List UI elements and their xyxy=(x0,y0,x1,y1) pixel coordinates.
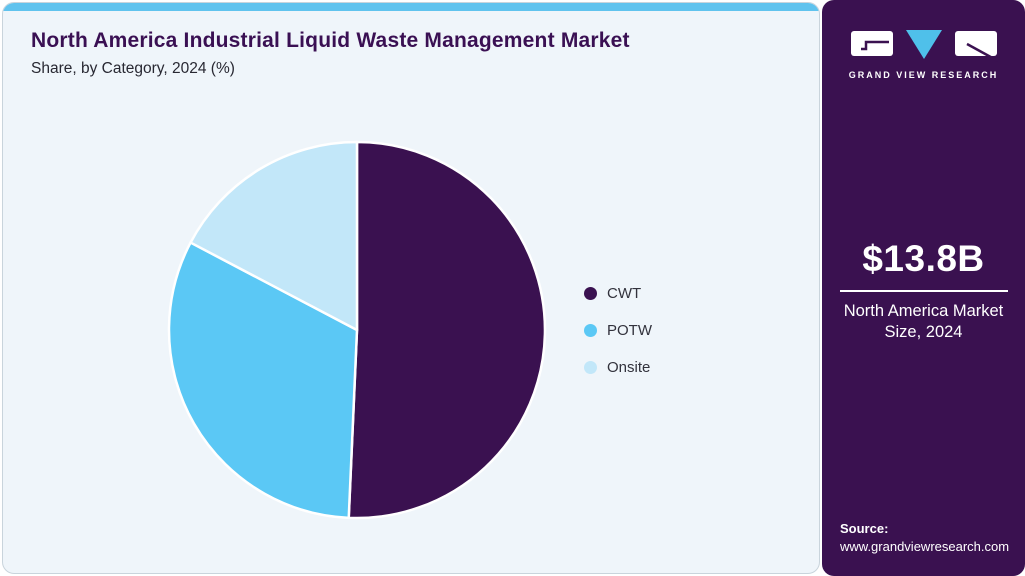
chart-header: North America Industrial Liquid Waste Ma… xyxy=(31,29,630,78)
market-size-label: North America Market Size, 2024 xyxy=(843,302,1004,341)
pie-slice-potw xyxy=(167,241,359,520)
logo-g-tile xyxy=(850,31,893,56)
chart-title: North America Industrial Liquid Waste Ma… xyxy=(31,29,630,52)
logo-r-leg xyxy=(965,42,999,63)
legend-item-cwt: CWT xyxy=(584,285,652,302)
legend-label: CWT xyxy=(607,285,642,302)
market-size-divider xyxy=(839,290,1008,292)
source-label: Source: xyxy=(840,520,889,536)
source-block: Source: www.grandviewresearch.com xyxy=(840,520,1009,556)
legend-marker xyxy=(584,361,597,374)
logo-r-tile xyxy=(954,31,997,56)
sidebar: GRAND VIEW RESEARCH $13.8B North America… xyxy=(822,0,1025,576)
legend-marker xyxy=(584,324,597,337)
chart-subtitle: Share, by Category, 2024 (%) xyxy=(31,60,235,77)
accent-stripe xyxy=(3,3,819,11)
legend-item-onsite: Onsite xyxy=(584,359,652,376)
legend-label: Onsite xyxy=(607,359,651,376)
pie-slice-onsite xyxy=(189,140,359,332)
pie-chart xyxy=(167,140,547,520)
legend: CWT POTW Onsite xyxy=(584,285,652,376)
market-size-block: $13.8B North America Market Size, 2024 xyxy=(822,238,1025,342)
brand-logo: GRAND VIEW RESEARCH xyxy=(822,27,1025,80)
logo-v-triangle xyxy=(905,30,942,59)
legend-label: POTW xyxy=(607,322,652,339)
legend-marker xyxy=(584,287,597,300)
legend-item-potw: POTW xyxy=(584,322,652,339)
gvr-logo-icon xyxy=(850,30,999,63)
logo-g-glyph xyxy=(860,40,889,51)
source-url: www.grandviewresearch.com xyxy=(840,538,1010,554)
chart-card: North America Industrial Liquid Waste Ma… xyxy=(2,2,820,574)
pie-slice-cwt xyxy=(347,140,547,520)
brand-name: GRAND VIEW RESEARCH xyxy=(848,70,999,80)
market-size-value: $13.8B xyxy=(862,238,985,279)
